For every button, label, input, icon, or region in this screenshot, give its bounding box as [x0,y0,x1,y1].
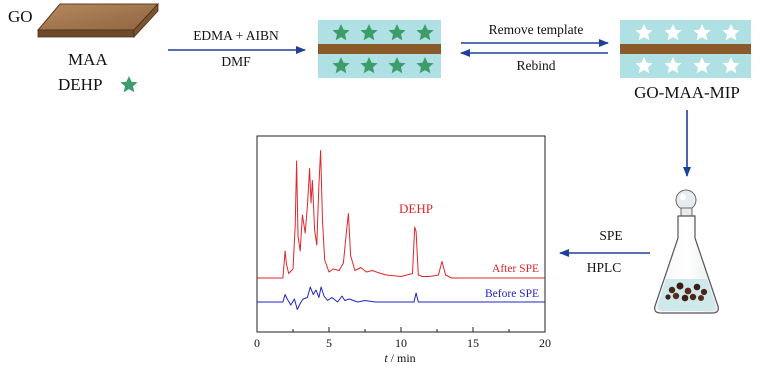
x-tick-label: 10 [395,336,407,350]
hplc-label: HPLC [587,260,622,275]
x-tick-label: 0 [254,336,260,350]
cavity-star-icon [693,57,711,74]
template-star-icon [332,57,350,74]
chromatogram: 0 5 10 15 20 DEHP t / min After SPE Before S… [254,135,551,365]
x-axis-label: t / min [384,351,415,365]
template-stars [332,24,434,74]
legend-before-spe: Before SPE [485,288,539,300]
spe-label: SPE [599,228,622,243]
go-sheet [36,2,160,39]
step2-bottom-label: Rebind [517,58,556,73]
maa-label: MAA [68,50,108,69]
cavity-stars [635,24,740,74]
cavity-star-icon [722,24,740,41]
x-tick-label: 5 [326,336,332,350]
product-label: GO-MAA-MIP [634,83,740,102]
template-star-icon [388,57,406,74]
dehp-star-icon [120,76,138,93]
mip-polymer [620,20,751,78]
step2-top-label: Remove template [489,22,584,37]
imprinted-polymer [318,20,441,78]
x-axis-label-italic: t [384,351,388,365]
template-star-icon [388,24,406,41]
x-tick-label: 20 [539,336,551,350]
template-star-icon [416,24,434,41]
template-star-icon [416,57,434,74]
cavity-star-icon [664,57,682,74]
legend-after-spe: After SPE [492,263,539,275]
cavity-star-icon [722,57,740,74]
dehp-reagent-label: DEHP [58,75,102,94]
x-tick-label: 15 [467,336,479,350]
step1-top-label: EDMA + AIBN [193,28,279,43]
go-label: GO [8,7,33,26]
cavity-star-icon [664,24,682,41]
dehp-annotation: DEHP [399,201,433,216]
x-axis-label-unit: / min [388,351,416,365]
template-star-icon [360,57,378,74]
after-spe-trace [257,150,545,279]
cavity-star-icon [693,24,711,41]
template-star-icon [332,24,350,41]
template-star-icon [360,24,378,41]
particles-icon [665,282,708,302]
cavity-star-icon [635,24,653,41]
flask-icon [654,189,719,314]
step1-bottom-label: DMF [221,54,251,69]
cavity-star-icon [635,57,653,74]
before-spe-trace [257,286,545,310]
plot-frame [256,135,546,333]
